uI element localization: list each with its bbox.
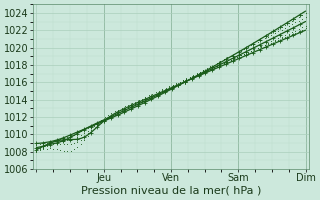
X-axis label: Pression niveau de la mer( hPa ): Pression niveau de la mer( hPa ) xyxy=(81,186,261,196)
